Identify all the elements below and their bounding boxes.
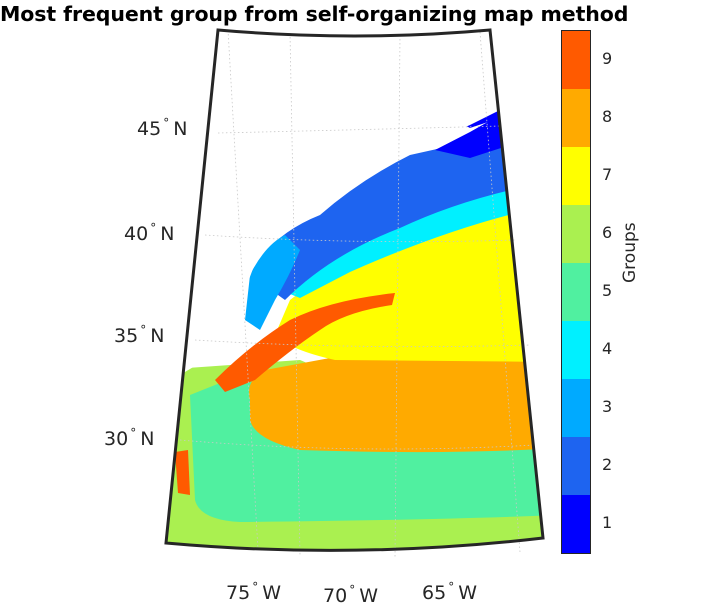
group-9-patch bbox=[175, 450, 190, 495]
colorbar-segment-3 bbox=[562, 379, 590, 437]
lat-value: 30 bbox=[104, 428, 129, 450]
lon-suffix: W bbox=[359, 585, 378, 607]
colorbar-segment-2 bbox=[562, 437, 590, 495]
degree-symbol: ° bbox=[349, 583, 356, 597]
colorbar-segment-9 bbox=[562, 31, 590, 89]
group-8-region bbox=[249, 358, 543, 453]
lon-label-70: 70 ° W bbox=[323, 583, 378, 607]
lat-label-35: 35 ° N bbox=[114, 323, 165, 347]
lat-label-40: 40 ° N bbox=[124, 221, 175, 245]
lon-value: 70 bbox=[323, 585, 348, 607]
lat-label-45: 45 ° N bbox=[137, 116, 188, 140]
colorbar-tick-label: 4 bbox=[602, 339, 613, 358]
degree-symbol: ° bbox=[150, 221, 157, 235]
lon-label-75: 75 ° W bbox=[226, 580, 281, 604]
lat-label-30: 30 ° N bbox=[104, 426, 155, 450]
group-4-region bbox=[280, 175, 543, 298]
colorbar-tick-label: 8 bbox=[602, 107, 613, 126]
group-2-region bbox=[250, 130, 543, 300]
lon-value: 75 bbox=[226, 582, 251, 604]
group-9-region bbox=[215, 293, 395, 392]
group-1-east bbox=[435, 115, 510, 158]
lat-suffix: N bbox=[160, 223, 175, 245]
lat-value: 40 bbox=[124, 223, 149, 245]
lat-value: 45 bbox=[137, 118, 162, 140]
lon-suffix: W bbox=[262, 582, 281, 604]
colorbar-segment-7 bbox=[562, 147, 590, 205]
map-frame bbox=[164, 28, 545, 552]
colorbar bbox=[561, 30, 591, 554]
lon-value: 65 bbox=[422, 582, 447, 604]
degree-symbol: ° bbox=[130, 426, 137, 440]
lat-suffix: N bbox=[173, 118, 188, 140]
colorbar-tick-label: 6 bbox=[602, 223, 613, 242]
colorbar-label: Groups bbox=[620, 222, 640, 283]
lat-suffix: N bbox=[140, 428, 155, 450]
colorbar-segment-5 bbox=[562, 263, 590, 321]
degree-symbol: ° bbox=[448, 580, 455, 594]
lon-suffix: W bbox=[458, 582, 477, 604]
lat-suffix: N bbox=[150, 325, 165, 347]
colorbar-tick-label: 9 bbox=[602, 49, 613, 68]
colorbar-segment-6 bbox=[562, 205, 590, 263]
colorbar-tick-label: 7 bbox=[602, 165, 613, 184]
degree-symbol: ° bbox=[163, 116, 170, 130]
colorbar-tick-label: 5 bbox=[602, 281, 613, 300]
colorbar-tick-label: 3 bbox=[602, 397, 613, 416]
colorbar-segment-4 bbox=[562, 321, 590, 379]
colorbar-tick-label: 1 bbox=[602, 513, 613, 532]
colorbar-segment-8 bbox=[562, 89, 590, 147]
graticule bbox=[179, 29, 536, 558]
colorbar-segment-1 bbox=[562, 495, 590, 553]
ocean-groups bbox=[166, 30, 543, 551]
lat-value: 35 bbox=[114, 325, 139, 347]
colorbar-tick-label: 2 bbox=[602, 455, 613, 474]
lon-label-65: 65 ° W bbox=[422, 580, 477, 604]
map-title: Most frequent group from self-organizing… bbox=[0, 2, 629, 26]
group-3-region bbox=[245, 235, 300, 330]
degree-symbol: ° bbox=[140, 323, 147, 337]
degree-symbol: ° bbox=[252, 580, 259, 594]
